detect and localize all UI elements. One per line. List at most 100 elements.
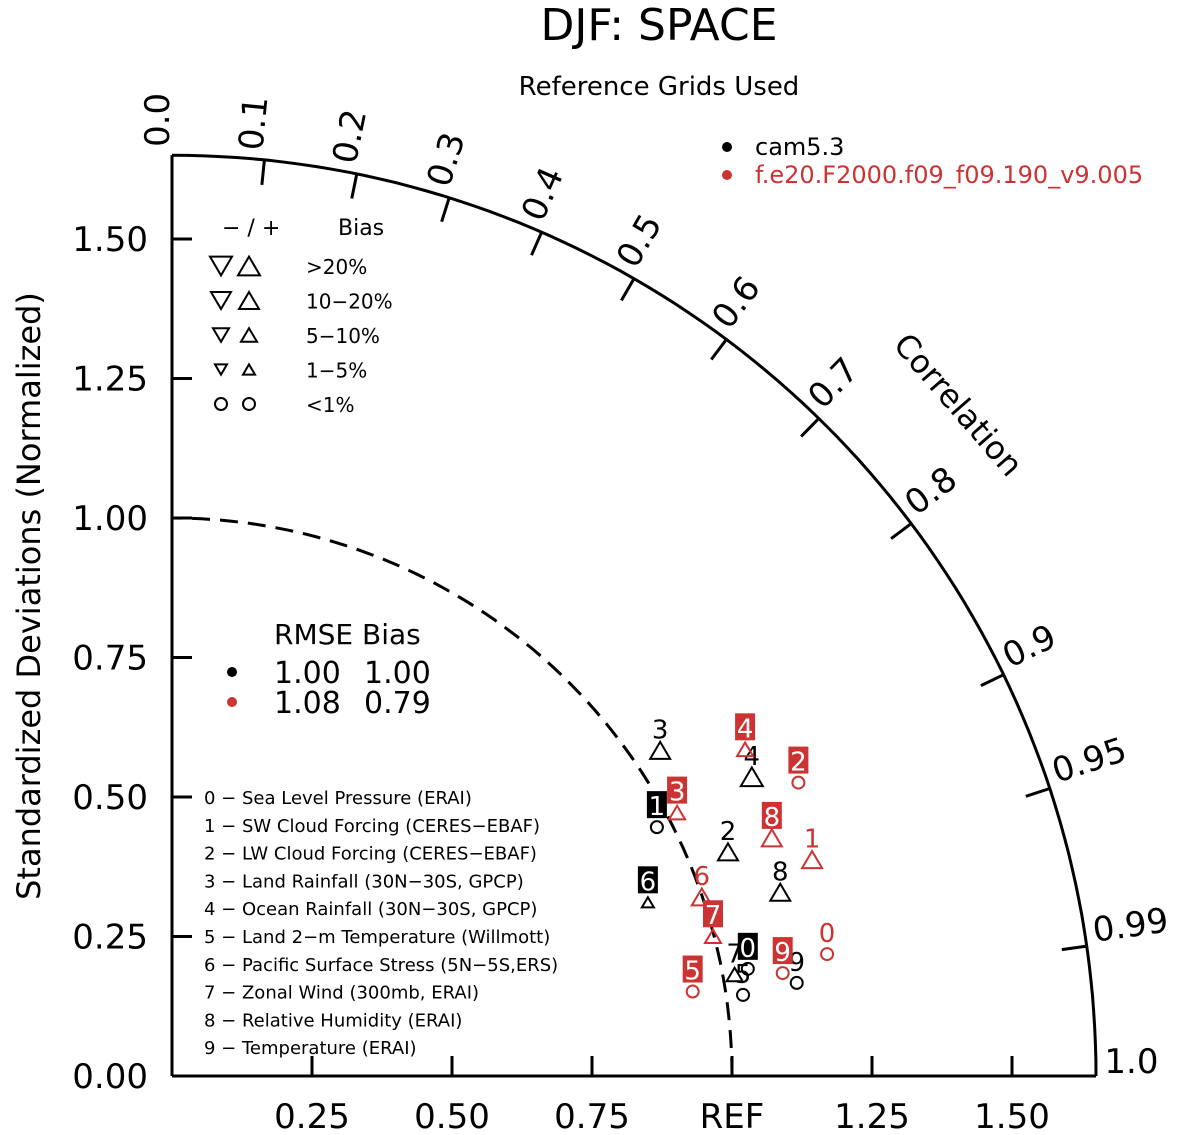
data-point-cam5-8: 8 [768,857,793,902]
correlation-tick-label: 1.0 [1104,1042,1158,1082]
correlation-label: Correlation [886,326,1030,484]
triangle-up-icon [241,362,257,376]
triangle-marker [760,827,784,848]
variable-list-item: 8 − Relative Humidity (ERAI) [204,1010,462,1031]
circle-marker [789,975,804,990]
correlation-tick-label: 0.6 [704,269,768,336]
legend-dot [722,170,732,180]
data-point-label: 2 [720,817,737,847]
circle-icon [242,397,256,411]
label-box [737,932,758,960]
correlation-tick-label: 0.5 [609,208,671,275]
data-point-label: 9 [774,938,791,968]
summary-dot [227,697,237,707]
data-point-f-8: 8 [760,801,784,848]
variable-list-item: 6 − Pacific Surface Stress (5N−5S,ERS) [204,955,558,976]
x-tick-label: 0.25 [274,1097,350,1135]
correlation-tick-label: 0.1 [231,94,276,152]
y-tick-label: 1.50 [72,220,148,260]
circle-marker [820,947,835,962]
legend-label: cam5.3 [755,133,844,161]
data-point-f-2: 2 [788,746,809,790]
correlation-tick-label: 0.4 [514,161,572,227]
triangle-marker [703,927,723,945]
y-tick-label: 1.00 [72,499,148,539]
data-point-f-1: 1 [800,825,824,870]
correlation-tick [980,673,1005,687]
label-box [667,776,688,804]
data-point-cam5-5: 5 [735,960,752,1002]
data-point-label: 1 [804,825,821,855]
correlation-tick-label: 0.95 [1047,730,1131,792]
data-point-f-9: 9 [772,937,793,981]
triangle-marker [667,803,687,821]
data-point-f-4: 4 [735,713,756,758]
label-box [637,866,658,894]
correlation-tick-label: 0.99 [1090,901,1171,951]
triangle-down-icon [213,363,229,377]
correlation-tick [800,417,820,438]
data-point-cam5-7: 7 [724,939,745,983]
summary-dot [227,667,237,677]
variable-list-item: 1 − SW Cloud Forcing (CERES−EBAF) [204,816,540,837]
triangle-marker [724,965,745,983]
outer-arc [171,153,1098,1077]
bias-legend-header: Bias [338,216,384,241]
correlation-tick-label: 0.2 [325,106,375,167]
bias-legend-label: >20% [306,255,367,279]
variable-list-item: 2 − LW Cloud Forcing (CERES−EBAF) [204,844,537,865]
x-tick-label: 1.50 [974,1097,1050,1135]
data-point-f-3: 3 [667,776,688,821]
y-tick-label: 0.50 [72,778,148,818]
data-point-label: 5 [735,960,752,990]
triangle-marker [739,765,765,788]
variable-list-item: 7 − Zonal Wind (300mb, ERAI) [204,983,479,1004]
bias-legend-label: 1−5% [306,359,367,383]
correlation-tick [710,338,728,361]
bias-legend-label: 5−10% [306,324,380,348]
variable-list-item: 4 − Ocean Rainfall (30N−30S, GPCP) [204,899,537,920]
data-point-f-5: 5 [682,955,703,999]
variable-list-item: 9 − Temperature (ERAI) [204,1038,417,1059]
triangle-up-icon [239,326,259,343]
data-point-cam5-4: 4 [739,742,765,788]
data-point-cam5-1: 1 [646,791,667,835]
data-point-label: 5 [684,957,701,987]
variable-list-item: 5 − Land 2−m Temperature (Willmott) [204,927,550,948]
circle-marker [740,961,755,976]
label-box [761,801,782,829]
triangle-down-icon [208,255,234,278]
correlation-tick [260,159,266,186]
summary-rmse: 1.00 [274,656,341,691]
circle-marker [649,820,664,835]
data-point-cam5-6: 6 [637,866,658,909]
label-box [682,955,703,983]
label-box [646,791,667,819]
y-axis-label: Standardized Deviations (Normalized) [10,292,48,900]
data-point-label: 6 [694,862,711,892]
data-point-label: 6 [640,867,657,897]
triangle-down-icon [211,327,231,344]
circle-marker [736,987,751,1002]
bias-legend-label: <1% [306,393,355,417]
correlation-tick [1025,787,1051,798]
data-point-cam5-0: 0 [737,932,758,976]
correlation-tick [440,197,451,223]
x-tick-label: 0.50 [414,1097,490,1135]
reference-std-arc [171,516,734,1077]
data-point-f-7: 7 [702,900,723,945]
label-box [735,713,756,741]
data-point-label: 2 [790,748,807,778]
correlation-tick-label: 0.0 [138,93,178,147]
data-point-label: 4 [737,714,754,744]
y-tick-label: 1.25 [72,360,148,400]
triangle-up-icon [236,254,262,277]
bias-legend-sign: − / + [222,216,280,241]
data-point-cam5-2: 2 [716,817,740,862]
correlation-tick [350,173,359,199]
y-tick-label: 0.75 [72,639,148,679]
data-point-label: 3 [669,778,686,808]
data-point-label: 0 [740,934,757,964]
correlation-tick-label: 0.3 [419,128,473,192]
